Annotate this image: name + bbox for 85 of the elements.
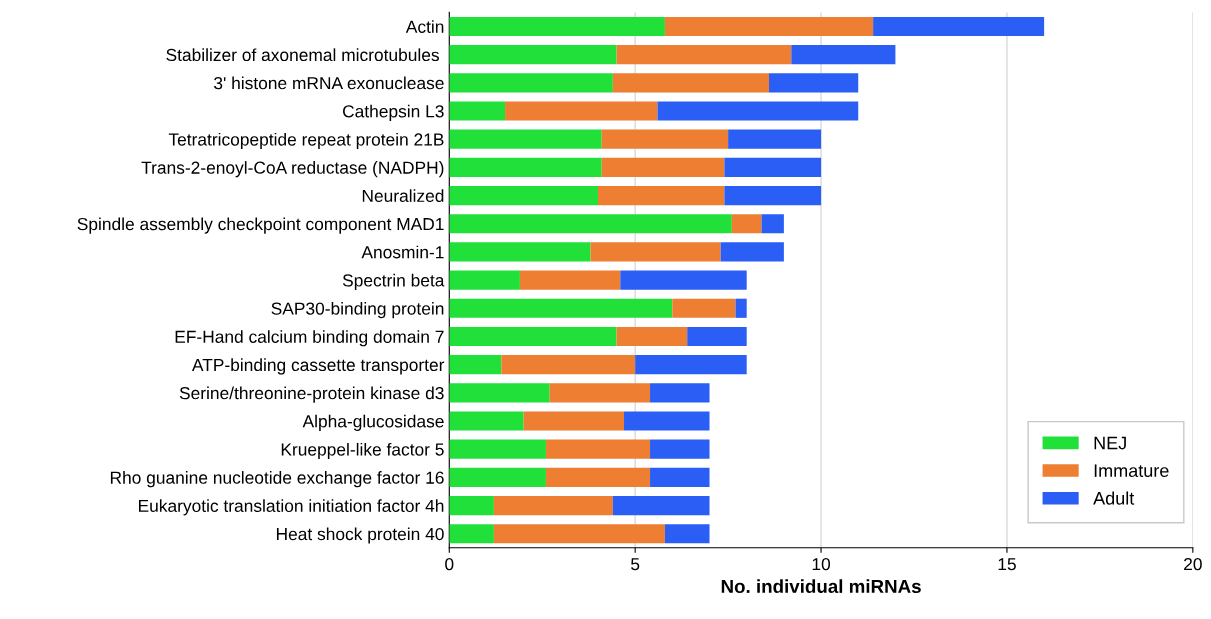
bar (545, 467, 651, 487)
bar (449, 270, 520, 290)
x-tick-label: 0 (445, 558, 454, 571)
bar (664, 524, 710, 544)
bar (493, 495, 613, 516)
bar (731, 214, 762, 234)
bar (612, 495, 710, 516)
y-tick-label: Krueppel-like factor 5 (281, 442, 444, 460)
bar (650, 467, 710, 487)
bar (449, 326, 617, 347)
bar (761, 214, 784, 234)
bar (616, 45, 792, 65)
bar (493, 524, 665, 544)
bar (650, 439, 710, 459)
bar (597, 185, 725, 206)
bar (449, 157, 602, 177)
bar (657, 101, 859, 121)
bar (449, 73, 613, 93)
y-tick-label: Heat shock protein 40 (276, 527, 444, 544)
bar (449, 524, 494, 544)
bar (449, 129, 602, 149)
bar (449, 101, 506, 121)
bar (449, 355, 502, 375)
bar (873, 16, 1045, 37)
bar (523, 411, 625, 431)
bar (672, 298, 736, 318)
bar (687, 326, 747, 347)
y-tick-label: Stabilizer of axonemal microtubules (166, 48, 439, 62)
bar (449, 411, 524, 431)
y-tick-label: Trans-2-enoyl-CoA reductase (NADPH) (141, 161, 444, 178)
y-tick-label: SAP30-binding protein (271, 301, 444, 319)
y-tick-label: Eukaryotic translation initiation factor 4h (138, 499, 444, 516)
y-tick-label: Actin (405, 20, 444, 33)
y-tick-label: Cathepsin L3 (343, 104, 444, 121)
y-tick-label: Serine/threonine-protein kinase d3 (179, 386, 444, 403)
bar (724, 157, 822, 177)
y-tick-label: Neuralized (362, 189, 444, 203)
x-tick-label: 10 (812, 558, 831, 571)
bar (449, 185, 598, 206)
bar (449, 383, 550, 403)
y-tick-label: EF-Hand calcium binding domain 7 (175, 330, 444, 347)
bar (791, 45, 896, 65)
x-tick-label: 15 (998, 558, 1016, 571)
bar (545, 439, 651, 459)
bar (635, 355, 747, 375)
bar (449, 439, 546, 459)
bar (449, 298, 673, 318)
y-tick-label: Rho guanine nucleotide exchange factor 16 (110, 471, 444, 488)
x-axis-title: No. individual miRNAs (721, 579, 921, 594)
bar (724, 185, 822, 206)
bar (650, 383, 710, 403)
y-tick-label: Alpha-glucosidase (302, 414, 444, 431)
y-tick-label: Anosmin-1 (361, 245, 444, 259)
bar (449, 214, 732, 234)
bar (505, 101, 658, 121)
y-tick-label: 3' histone mRNA exonuclease (214, 76, 444, 90)
legend-label: Immature (1094, 464, 1169, 478)
y-tick-label: Tetratricopeptide repeat protein 21B (168, 132, 444, 150)
bar (616, 326, 688, 347)
bar (449, 16, 665, 37)
bar (728, 129, 822, 149)
y-tick-label: Spindle assembly checkpoint component MAD1 (77, 217, 444, 234)
bar (720, 242, 784, 262)
y-tick-label: ATP-binding cassette transporter (191, 358, 445, 375)
bar (449, 45, 617, 65)
bar (664, 16, 874, 37)
bar (449, 242, 591, 262)
bar (519, 270, 621, 290)
x-tick-label: 20 (1184, 558, 1202, 571)
y-tick-label: Spectrin beta (342, 273, 445, 290)
bar (549, 383, 651, 403)
bar (449, 467, 546, 487)
bar (620, 270, 747, 290)
bar (601, 157, 725, 177)
legend-label: NEJ (1094, 436, 1126, 450)
bar (624, 411, 710, 431)
bar (501, 355, 636, 375)
x-tick-label: 5 (631, 558, 640, 571)
bar (735, 298, 747, 318)
bar (612, 73, 770, 93)
bar (449, 495, 494, 516)
bar (590, 242, 721, 262)
bar (601, 129, 729, 149)
legend-label: Adult (1093, 491, 1135, 505)
bar (769, 73, 859, 93)
